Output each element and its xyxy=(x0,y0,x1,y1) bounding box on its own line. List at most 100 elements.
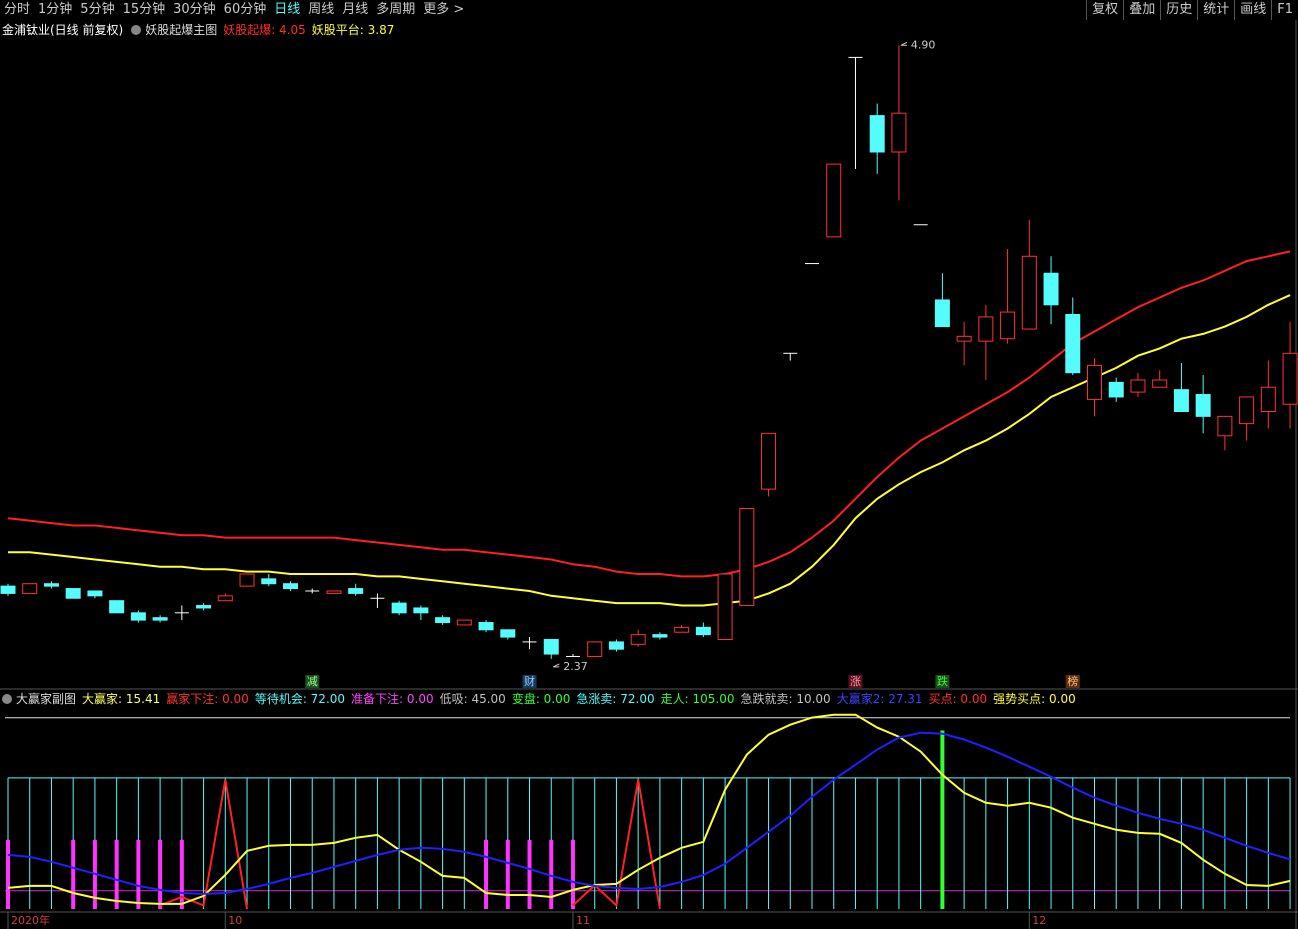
legend: 妖股起爆: 4.05 妖股平台: 3.87 xyxy=(223,21,400,39)
candle-body xyxy=(239,573,255,587)
x-tick-label: 10 xyxy=(228,914,242,927)
candle-body xyxy=(1087,364,1102,400)
candle-body xyxy=(500,629,516,638)
legend: 大赢家: 15.41 赢家下注: 0.00 等待机会: 72.00 准备下注: 0.0… xyxy=(82,690,1082,708)
legend-entry: 大赢家2: 27.31 xyxy=(836,692,923,706)
candle-body xyxy=(109,600,125,614)
tool-button[interactable]: 画线 xyxy=(1234,0,1271,20)
period-button[interactable]: 5分钟 xyxy=(80,2,115,17)
candle-body xyxy=(1065,313,1081,374)
candle-body xyxy=(761,432,777,490)
legend-entry: 大赢家: 15.41 xyxy=(82,692,161,706)
annotation-arrow xyxy=(900,41,908,46)
price-annotation: 2.37 xyxy=(563,660,588,673)
candle-body xyxy=(891,112,907,153)
tool-button[interactable]: F1 xyxy=(1271,0,1298,20)
legend-entry: 强势买点: 0.00 xyxy=(993,692,1076,706)
indicator-bar xyxy=(179,839,184,909)
x-tick-label: 11 xyxy=(576,914,590,927)
icon xyxy=(131,25,142,35)
candle-body xyxy=(87,590,103,597)
legend-entry: 急涨卖: 72.00 xyxy=(576,692,655,706)
toolbar: 分时 1分钟 5分钟 15分钟 30分钟 60分钟 日线 周线 月线 多周期 更多 > 复权 叠加 历史统… xyxy=(0,0,1298,20)
period-button[interactable]: 周线 xyxy=(308,2,335,17)
legend-entry: 赢家下注: 0.00 xyxy=(166,692,249,706)
candle-body xyxy=(456,619,472,626)
candle-body xyxy=(391,602,407,614)
indicator-bar xyxy=(940,730,945,909)
indicator-bar xyxy=(570,839,575,909)
indicator-bar xyxy=(158,839,163,909)
legend-entry: 买点: 0.00 xyxy=(928,692,988,706)
signal-box xyxy=(848,675,863,688)
period-button[interactable]: 更多 > xyxy=(423,2,465,17)
candle-body xyxy=(652,634,668,638)
signal-label: 涨 xyxy=(850,675,861,688)
tool-button[interactable]: 历史 xyxy=(1160,0,1197,20)
candle-body xyxy=(130,612,146,621)
candle-body xyxy=(282,583,298,590)
candle-body xyxy=(826,163,842,238)
legend-entry: 急跌就卖: 10.00 xyxy=(740,692,831,706)
candle-body xyxy=(587,641,603,657)
signal-label: 跌 xyxy=(937,674,948,688)
price-annotation: 4.90 xyxy=(911,38,936,51)
period-button[interactable]: 日线 xyxy=(274,2,301,17)
signal-box xyxy=(522,675,537,688)
indicator-bar xyxy=(71,839,76,909)
indicator-bar xyxy=(136,839,141,909)
candle-body xyxy=(1000,311,1016,340)
candle-body xyxy=(1282,352,1298,405)
candle-body xyxy=(1173,389,1189,413)
ma-line xyxy=(7,250,1291,578)
period-button[interactable]: 多周期 xyxy=(376,2,416,17)
period-button[interactable]: 月线 xyxy=(342,2,369,17)
indicator-title: 妖股起爆主图 xyxy=(145,23,218,37)
indicator-line xyxy=(572,779,661,910)
indicator-title: 大赢家副图 xyxy=(16,692,77,706)
tool-button[interactable]: 统计 xyxy=(1197,0,1234,20)
candle-body xyxy=(543,638,559,655)
candle-body xyxy=(1152,379,1168,388)
legend-entry: 走人: 105.00 xyxy=(660,692,735,706)
candle-body xyxy=(435,617,451,624)
x-tick-label: 2020年 xyxy=(11,913,50,927)
stock-title: 金浦钛业(日线 前复权) xyxy=(2,23,124,37)
tool-button[interactable]: 复权 xyxy=(1086,0,1123,20)
candle-body xyxy=(326,590,342,594)
tool-bar: 复权 叠加 历史 统计 画线 F1 xyxy=(1086,0,1298,20)
legend-entry: 准备下注: 0.00 xyxy=(351,692,434,706)
period-bar: 分时 1分钟 5分钟 15分钟 30分钟 60分钟 日线 周线 月线 多周期 更多 > xyxy=(0,0,468,20)
candle-body xyxy=(630,634,646,645)
sub-header: 大赢家副图 大赢家: 15.41 赢家下注: 0.00 等待机会: 72.00 准备下… xyxy=(0,690,1088,708)
legend-entry: 妖股起爆: 4.05 xyxy=(223,23,306,37)
candle-body xyxy=(1195,394,1211,417)
candle-body xyxy=(152,617,168,621)
period-button[interactable]: 分时 xyxy=(4,2,31,17)
candle-body xyxy=(695,626,711,636)
candle-body xyxy=(65,588,81,599)
tool-button[interactable]: 叠加 xyxy=(1123,0,1160,20)
candle-body xyxy=(934,299,950,328)
period-button[interactable]: 60分钟 xyxy=(223,2,267,17)
candle-body xyxy=(739,508,755,607)
candle-body xyxy=(956,335,972,342)
candle-body xyxy=(22,583,38,594)
candle-body xyxy=(1217,415,1233,437)
signal-label: 榜 xyxy=(1067,674,1078,688)
candle-body xyxy=(1130,379,1146,393)
candle-body xyxy=(1260,386,1276,413)
candle-body xyxy=(1108,381,1124,398)
candle-body xyxy=(0,585,16,594)
candle-body xyxy=(1239,396,1255,425)
ma-line xyxy=(8,294,1291,607)
period-button[interactable]: 30分钟 xyxy=(173,2,216,17)
period-button[interactable]: 15分钟 xyxy=(122,2,166,17)
candle-body xyxy=(608,641,624,650)
legend-entry: 妖股平台: 3.87 xyxy=(311,23,395,37)
indicator-bar xyxy=(549,839,554,909)
period-button[interactable]: 1分钟 xyxy=(38,2,73,17)
candle-body xyxy=(43,583,59,587)
main-header: 金浦钛业(日线 前复权) 妖股起爆主图 妖股起爆: 4.05 妖股平台: 3.87 xyxy=(0,21,406,39)
